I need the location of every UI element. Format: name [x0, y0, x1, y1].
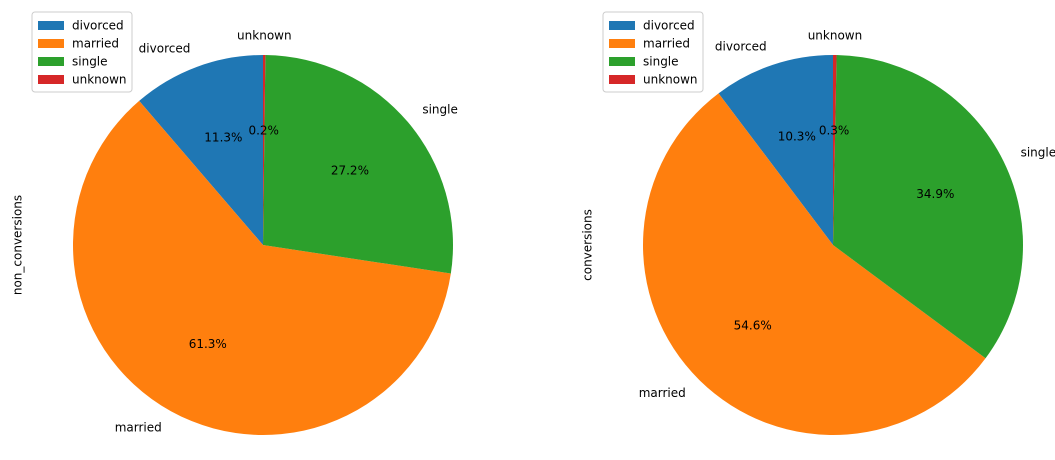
legend-swatch-married	[609, 39, 635, 48]
pie-chart-1: divorced 11.3% married 61.3% single 27.2% unkn…	[11, 11, 458, 436]
slice-label-divorced: divorced	[139, 42, 191, 56]
slice-label-married: married	[115, 420, 162, 434]
pct-label-divorced: 10.3%	[778, 129, 816, 143]
pct-label-married: 61.3%	[189, 337, 227, 351]
legend-label-unknown: unknown	[72, 73, 127, 87]
legend-frame	[602, 11, 704, 93]
legend-swatch-single	[38, 57, 64, 66]
y-axis-label: conversions	[581, 209, 595, 281]
legend-label-single: single	[643, 55, 679, 69]
pie-slice-single	[263, 55, 453, 274]
slice-label-unknown: unknown	[808, 29, 863, 43]
pie-slice-unknown	[833, 55, 837, 245]
pct-label-divorced: 11.3%	[204, 131, 242, 145]
legend: divorced married single unknown	[602, 11, 704, 93]
pie-slice-married	[73, 100, 451, 436]
legend-label-single: single	[72, 55, 108, 69]
legend-label-married: married	[643, 37, 690, 51]
legend: divorced married single unknown	[31, 11, 133, 93]
legend-swatch-unknown	[38, 75, 64, 84]
pie-slice-divorced	[139, 55, 263, 245]
slice-label-single: single	[422, 102, 458, 116]
legend-frame	[31, 11, 133, 93]
legend-label-unknown: unknown	[643, 73, 698, 87]
pie-chart-2: divorced 10.3% married 54.6% single 34.9% unkn…	[581, 11, 1055, 435]
pct-label-unknown: 0.3%	[819, 124, 850, 138]
pct-label-married: 54.6%	[734, 318, 772, 332]
slice-label-unknown: unknown	[237, 29, 292, 43]
pct-label-single: 34.9%	[916, 187, 954, 201]
pie-slice-married	[642, 93, 986, 435]
pie-slice-single	[833, 55, 1023, 359]
pie-slice-unknown	[263, 55, 266, 245]
legend-swatch-single	[609, 57, 635, 66]
slice-label-single: single	[1021, 145, 1055, 159]
slice-label-married: married	[639, 386, 686, 400]
legend-label-divorced: divorced	[72, 19, 124, 33]
legend-label-divorced: divorced	[643, 19, 695, 33]
slice-label-divorced: divorced	[715, 39, 767, 53]
legend-swatch-married	[38, 39, 64, 48]
pct-label-unknown: 0.2%	[248, 124, 279, 138]
legend-swatch-unknown	[609, 75, 635, 84]
y-axis-label: non_conversions	[11, 195, 25, 295]
legend-label-married: married	[72, 37, 119, 51]
legend-swatch-divorced	[38, 21, 64, 30]
pct-label-single: 27.2%	[331, 164, 369, 178]
pie-slice-divorced	[718, 55, 833, 245]
legend-swatch-divorced	[609, 21, 635, 30]
